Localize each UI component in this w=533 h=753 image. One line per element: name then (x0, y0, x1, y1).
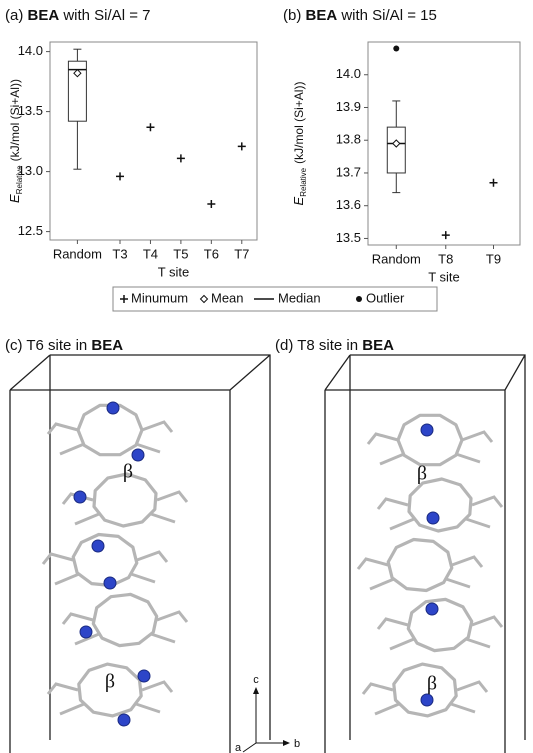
legend-label: Minumum (131, 290, 188, 305)
y-tick-label: 13.9 (336, 99, 361, 114)
legend-label: Median (278, 290, 321, 305)
title-part: with Si/Al = 15 (337, 7, 437, 24)
x-tick-label: T4 (143, 246, 158, 261)
x-tick-label: T9 (486, 251, 501, 266)
minimum (207, 200, 215, 208)
framework-bond (378, 497, 502, 529)
x-tick-label: Random (53, 246, 102, 261)
al-atom (138, 670, 150, 682)
framework-bond (368, 432, 492, 464)
framework-ring (408, 599, 471, 650)
y-label-subscript: Relative (15, 165, 24, 194)
y-label-subscript: Relative (299, 167, 308, 196)
al-atom (132, 449, 144, 461)
legend-symbol (356, 296, 362, 302)
y-tick-label: 12.5 (18, 223, 43, 238)
y-label-unit: (kJ/mol (Si+Al)) (292, 82, 306, 164)
al-atom (427, 512, 439, 524)
title-part: BEA (306, 7, 338, 24)
cage-label: β (123, 461, 133, 483)
y-tick-label: 14.0 (336, 66, 361, 81)
framework-ring (409, 479, 471, 531)
y-label-unit: (kJ/mol (Si+Al)) (8, 79, 22, 161)
x-tick-label: Random (372, 251, 421, 266)
x-tick-label: T5 (173, 246, 188, 261)
y-tick-label: 13.8 (336, 132, 361, 147)
legend-symbol (201, 296, 208, 303)
legend-symbol (120, 295, 128, 303)
al-atom (421, 694, 433, 706)
al-atom (92, 540, 104, 552)
minimum (238, 142, 246, 150)
axis-label: a (235, 742, 242, 753)
y-label-symbol: E (291, 196, 306, 205)
chart-title: (b) BEA with Si/Al = 15 (283, 7, 437, 24)
axis-label: c (253, 674, 259, 686)
panel-title: (d) T8 site in BEA (275, 337, 394, 354)
x-axis-label: T site (158, 264, 190, 279)
minimum (489, 179, 497, 187)
x-tick-label: T7 (234, 246, 249, 261)
al-atom (421, 424, 433, 436)
chart-title: (a) BEA with Si/Al = 7 (5, 7, 150, 24)
cage-label: β (417, 463, 427, 485)
y-tick-label: 14.0 (18, 43, 43, 58)
framework-ring (398, 415, 462, 464)
al-atom (118, 714, 130, 726)
cage-label: β (105, 671, 115, 693)
al-atom (80, 626, 92, 638)
y-axis-label: ERelative (kJ/mol (Si+Al)) (291, 82, 308, 206)
axis-label: b (294, 738, 300, 750)
al-atom (104, 577, 116, 589)
legend-label: Outlier (366, 290, 405, 305)
title-part: BEA (91, 337, 123, 354)
minimum (177, 154, 185, 162)
framework-bond (48, 422, 172, 454)
y-tick-label: 13.5 (336, 230, 361, 245)
x-tick-label: T8 (438, 251, 453, 266)
al-atom (426, 603, 438, 615)
y-label-symbol: E (7, 194, 22, 203)
cage-label: β (427, 673, 437, 695)
framework-ring (394, 664, 456, 716)
axis-heads (253, 687, 290, 746)
title-part: (a) (5, 7, 28, 24)
title-part: with Si/Al = 7 (59, 7, 150, 24)
al-atom (74, 491, 86, 503)
minimum (116, 172, 124, 180)
framework-ring (73, 535, 137, 586)
y-tick-label: 13.6 (336, 197, 361, 212)
framework-ring (388, 540, 452, 591)
y-axis-label: ERelative (kJ/mol (Si+Al)) (7, 79, 24, 203)
framework-bond (378, 617, 502, 649)
x-tick-label: T6 (204, 246, 219, 261)
title-part: (b) (283, 7, 306, 24)
y-tick-label: 13.7 (336, 164, 361, 179)
framework-ring (93, 594, 156, 645)
framework-bond (358, 557, 482, 589)
title-part: (d) T8 site in (275, 337, 362, 354)
figure: (a) BEA with Si/Al = 712.513.013.514.0ER… (0, 0, 533, 753)
panel-title: (c) T6 site in BEA (5, 337, 123, 354)
minimum (146, 123, 154, 131)
minimum (442, 231, 450, 239)
outlier (393, 46, 399, 52)
title-part: (c) T6 site in (5, 337, 91, 354)
legend-label: Mean (211, 290, 244, 305)
x-tick-label: T3 (112, 246, 127, 261)
al-atom (107, 402, 119, 414)
axis-arrows (243, 690, 287, 752)
box (387, 127, 405, 173)
title-part: BEA (362, 337, 394, 354)
title-part: BEA (28, 7, 60, 24)
x-axis-label: T site (428, 269, 460, 284)
